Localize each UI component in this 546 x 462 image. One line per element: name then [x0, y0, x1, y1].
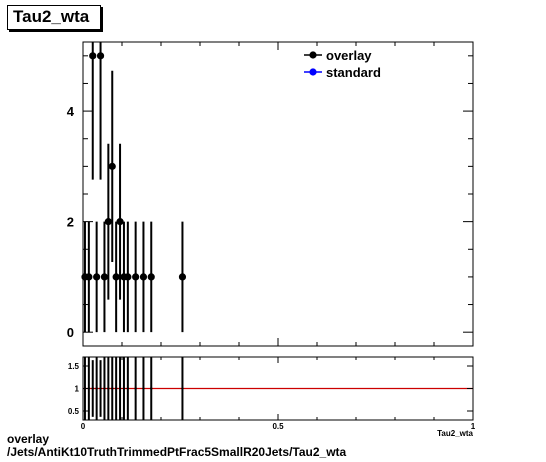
ratio-point	[142, 387, 145, 390]
main-y-tick-label: 2	[67, 215, 74, 230]
legend-label: standard	[326, 65, 381, 80]
ratio-x-tick-label: 1	[471, 422, 476, 431]
main-plot-frame	[82, 41, 474, 347]
ratio-y-tick-label: 0.5	[68, 407, 80, 416]
ratio-point	[134, 387, 137, 390]
main-plot-series	[81, 42, 187, 333]
overlay-point	[104, 218, 112, 226]
footer-line-1: overlay	[7, 432, 50, 446]
legend-marker	[309, 68, 317, 76]
main-plot-axes: 0 2 4	[67, 42, 474, 346]
overlay-point	[116, 218, 124, 226]
main-y-tick-label: 0	[67, 325, 74, 340]
overlay-point	[124, 273, 132, 281]
chart-title-box: Tau2_wta	[7, 5, 101, 30]
ratio-x-axis-label: Tau2_wta	[437, 429, 473, 438]
main-y-tick-label: 4	[67, 104, 75, 119]
ratio-y-tick-label: 1.5	[68, 362, 80, 371]
overlay-point	[96, 52, 105, 60]
ratio-point	[181, 387, 184, 390]
chart-title: Tau2_wta	[13, 7, 90, 26]
footer-line-2: /Jets/AntiKt10TruthTrimmedPtFrac5SmallR2…	[7, 445, 347, 459]
ratio-point	[99, 387, 102, 390]
overlay-point	[112, 273, 120, 281]
overlay-point	[108, 162, 116, 170]
ratio-point	[95, 387, 98, 390]
overlay-point	[139, 273, 148, 281]
legend-marker	[309, 51, 317, 59]
ratio-point	[107, 387, 110, 390]
overlay-point	[93, 273, 101, 281]
ratio-point	[150, 387, 153, 390]
overlay-point	[100, 273, 109, 281]
overlay-point	[85, 273, 93, 281]
ratio-x-tick-label: 0.5	[272, 422, 284, 431]
ratio-point	[118, 387, 122, 390]
ratio-x-tick-label: 0	[81, 422, 86, 431]
overlay-point	[178, 273, 187, 281]
ratio-point	[126, 387, 130, 390]
ratio-point	[122, 387, 126, 390]
ratio-point	[111, 387, 114, 390]
overlay-point	[147, 273, 155, 281]
ratio-point	[114, 387, 118, 390]
main-plot-border	[82, 41, 474, 347]
ratio-point	[91, 387, 94, 390]
ratio-point	[87, 387, 91, 390]
ratio-plot-frame	[82, 356, 474, 421]
ratio-point	[103, 387, 106, 390]
overlay-point	[89, 52, 97, 60]
legend: overlay standard	[304, 48, 381, 80]
overlay-point	[132, 273, 140, 281]
ratio-point	[83, 387, 87, 390]
legend-label: overlay	[326, 48, 372, 63]
ratio-y-tick-label: 1	[75, 385, 80, 394]
ratio-plot-series	[83, 357, 184, 420]
footer: overlay /Jets/AntiKt10TruthTrimmedPtFrac…	[7, 433, 346, 459]
